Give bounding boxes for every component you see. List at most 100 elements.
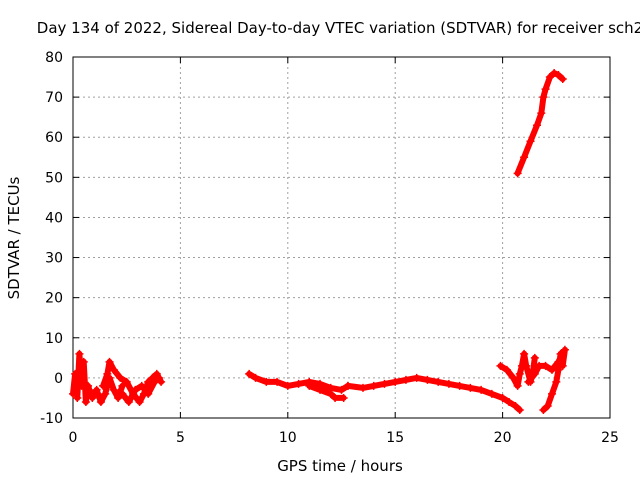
y-tick-label: 80: [45, 50, 63, 66]
y-tick-label: 20: [45, 291, 63, 307]
data-point: [294, 379, 303, 388]
data-point: [71, 369, 80, 378]
data-point: [520, 349, 529, 358]
data-point: [99, 381, 108, 390]
data-point: [337, 385, 346, 394]
data-point: [496, 361, 505, 370]
data-point: [131, 385, 140, 394]
data-point: [105, 357, 114, 366]
y-tick-label: 40: [45, 210, 63, 226]
data-point: [526, 137, 535, 146]
data-point: [391, 377, 400, 386]
data-point: [513, 169, 522, 178]
plot-frame: [72, 56, 611, 419]
y-tick-label: 10: [45, 331, 63, 347]
data-point: [543, 401, 552, 410]
data-point: [103, 369, 112, 378]
data-point: [560, 345, 569, 354]
data-point: [114, 393, 123, 402]
series-arc-5: [305, 381, 348, 402]
data-point: [124, 397, 133, 406]
data-point: [558, 75, 567, 84]
series-line: [70, 350, 126, 405]
data-point: [305, 381, 314, 390]
data-point: [477, 385, 486, 394]
data-point: [245, 369, 254, 378]
data-point: [73, 393, 82, 402]
series-arc-10: [513, 69, 567, 178]
data-point: [498, 393, 507, 402]
data-point: [150, 377, 159, 386]
series-arc-6: [343, 373, 524, 414]
data-point: [515, 405, 524, 414]
data-point: [96, 397, 105, 406]
data-point: [537, 109, 546, 118]
data-point: [487, 389, 496, 398]
data-series: [69, 69, 569, 414]
data-point: [539, 93, 548, 102]
x-axis-ticks: 0 5 10 15 20 25: [69, 57, 619, 446]
x-tick-label: 15: [386, 430, 404, 446]
y-tick-label: 30: [45, 251, 63, 267]
y-tick-label: 70: [45, 90, 63, 106]
y-tick-label: 60: [45, 130, 63, 146]
data-point: [554, 365, 563, 374]
data-point: [144, 389, 153, 398]
data-point: [401, 375, 410, 384]
data-point: [548, 389, 557, 398]
data-point: [118, 381, 127, 390]
data-point: [154, 373, 163, 382]
data-point: [326, 389, 335, 398]
data-point: [135, 397, 144, 406]
data-point: [505, 397, 514, 406]
data-point: [69, 389, 77, 398]
chart-title: Day 134 of 2022, Sidereal Day-to-day VTE…: [37, 19, 640, 37]
data-point: [423, 375, 432, 384]
data-point: [530, 353, 539, 362]
data-point: [554, 71, 563, 80]
y-tick-label: 50: [45, 170, 63, 186]
data-point: [541, 361, 550, 370]
data-point: [522, 361, 531, 370]
y-tick-label: -10: [40, 411, 63, 427]
data-point: [520, 153, 529, 162]
data-point: [532, 121, 541, 130]
data-point: [331, 393, 340, 402]
data-point: [530, 369, 539, 378]
data-point: [273, 377, 282, 386]
x-tick-label: 5: [176, 430, 185, 446]
y-axis-ticks: -10 0 10 20 30 40 50 60 70 80: [40, 50, 610, 427]
data-point: [541, 85, 550, 94]
x-tick-label: 10: [279, 430, 297, 446]
y-axis-label: SDTVAR / TECUs: [5, 176, 23, 299]
data-point: [509, 373, 518, 382]
data-point: [358, 383, 367, 392]
x-tick-label: 25: [601, 430, 619, 446]
series-arc-4: [245, 369, 352, 394]
data-point: [262, 377, 271, 386]
data-point: [122, 377, 131, 386]
data-point: [369, 381, 378, 390]
data-point: [92, 385, 101, 394]
data-point: [511, 401, 520, 410]
data-point: [380, 379, 389, 388]
data-point: [81, 397, 90, 406]
data-point: [444, 379, 453, 388]
data-point: [84, 381, 93, 390]
data-point: [513, 381, 522, 390]
data-point: [545, 73, 554, 82]
series-arc-9: [539, 349, 565, 414]
data-point: [434, 377, 443, 386]
data-point: [556, 349, 565, 358]
data-point: [515, 369, 524, 378]
data-point: [101, 389, 110, 398]
data-point: [251, 373, 260, 382]
x-axis-label: GPS time / hours: [277, 457, 403, 475]
data-point: [316, 385, 325, 394]
data-point: [109, 365, 118, 374]
series-arc-1: [69, 349, 127, 406]
data-point: [466, 383, 475, 392]
data-point: [550, 69, 559, 78]
data-point: [75, 349, 84, 358]
